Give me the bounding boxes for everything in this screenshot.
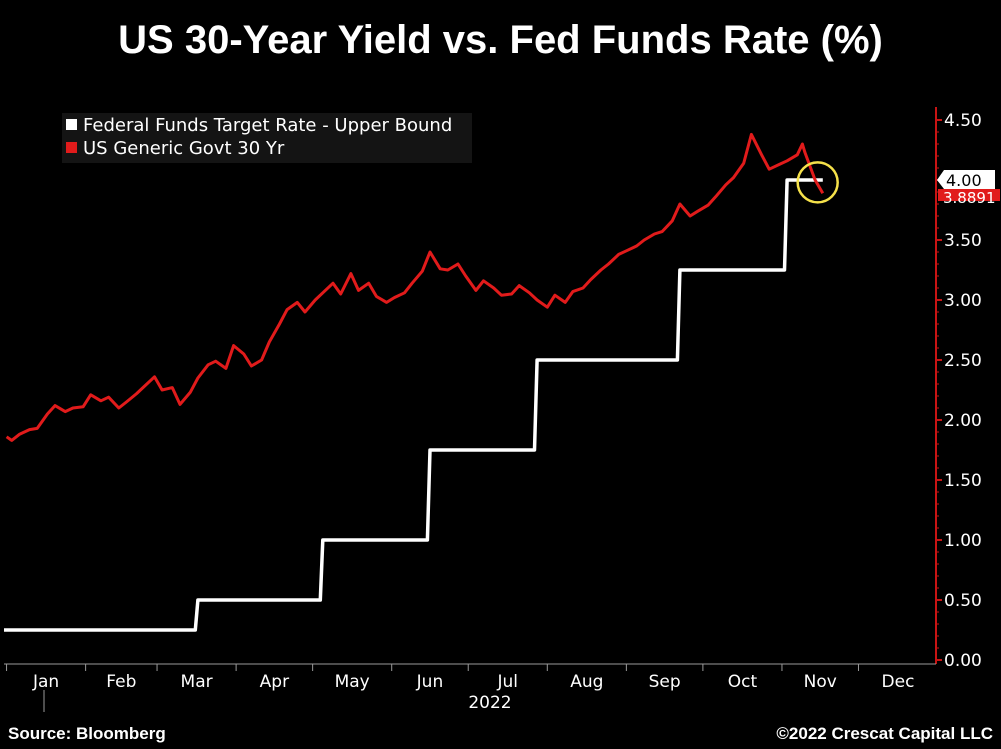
legend-item-fed-funds: Federal Funds Target Rate - Upper Bound [66, 115, 452, 137]
x-tick-label: Feb [106, 672, 136, 692]
x-tick-label: Sep [649, 672, 681, 692]
series-line-fed-funds [4, 178, 823, 632]
last-value-badge-30y [938, 189, 1000, 201]
chart-title: US 30-Year Yield vs. Fed Funds Rate (%) [118, 18, 883, 62]
x-tick-label: Jul [497, 672, 519, 692]
last-value-label-30y: 3.8891 [943, 189, 996, 207]
y-tick-label: 1.50 [944, 471, 982, 491]
legend-swatch-30y [66, 142, 77, 153]
x-tick-label: Aug [570, 672, 603, 692]
x-tick-label: Apr [260, 672, 289, 692]
y-tick-label: 2.00 [944, 411, 982, 431]
series-line-30y-yield [5, 132, 825, 442]
x-axis-year-label: 2022 [468, 693, 511, 713]
last-value-label-fed-funds: 4.00 [946, 171, 982, 190]
chart-area: 4.50 4.00 3.50 3.00 2.50 2.00 1.50 1.00 0.50 0.00… [0, 100, 1001, 720]
y-tick-label: 0.50 [944, 591, 982, 611]
x-tick-label: Nov [804, 672, 837, 692]
chart-svg: 4.50 4.00 3.50 3.00 2.50 2.00 1.50 1.00 0.50 0.00… [4, 107, 1000, 713]
legend-swatch-fed-funds [66, 119, 77, 130]
y-tick-label: 4.50 [944, 111, 982, 131]
y-tick-label: 0.00 [944, 651, 982, 671]
highlight-circle [796, 161, 839, 204]
legend-label-fed-funds: Federal Funds Target Rate - Upper Bound [83, 115, 453, 136]
x-tick-label: Jun [416, 672, 444, 692]
copyright-note: ©2022 Crescat Capital LLC [776, 724, 993, 743]
y-tick-label: 3.00 [944, 291, 982, 311]
chart-legend: Federal Funds Target Rate - Upper Bound … [62, 113, 472, 163]
y-tick-label: 2.50 [944, 351, 982, 371]
footer: Source: Bloomberg ©2022 Crescat Capital … [0, 716, 1001, 749]
x-tick-label: Dec [882, 672, 915, 692]
y-tick-label: 1.00 [944, 531, 982, 551]
last-value-badge-fed-funds [937, 170, 995, 189]
legend-label-30y: US Generic Govt 30 Yr [83, 138, 285, 159]
x-tick-label: Mar [181, 672, 213, 692]
y-tick-label: 3.50 [944, 231, 982, 251]
legend-item-30y: US Generic Govt 30 Yr [66, 138, 284, 160]
x-tick-label: Jan [32, 672, 59, 692]
source-note: Source: Bloomberg [8, 724, 166, 743]
x-tick-label: Oct [728, 672, 758, 692]
x-tick-label: May [335, 672, 370, 692]
